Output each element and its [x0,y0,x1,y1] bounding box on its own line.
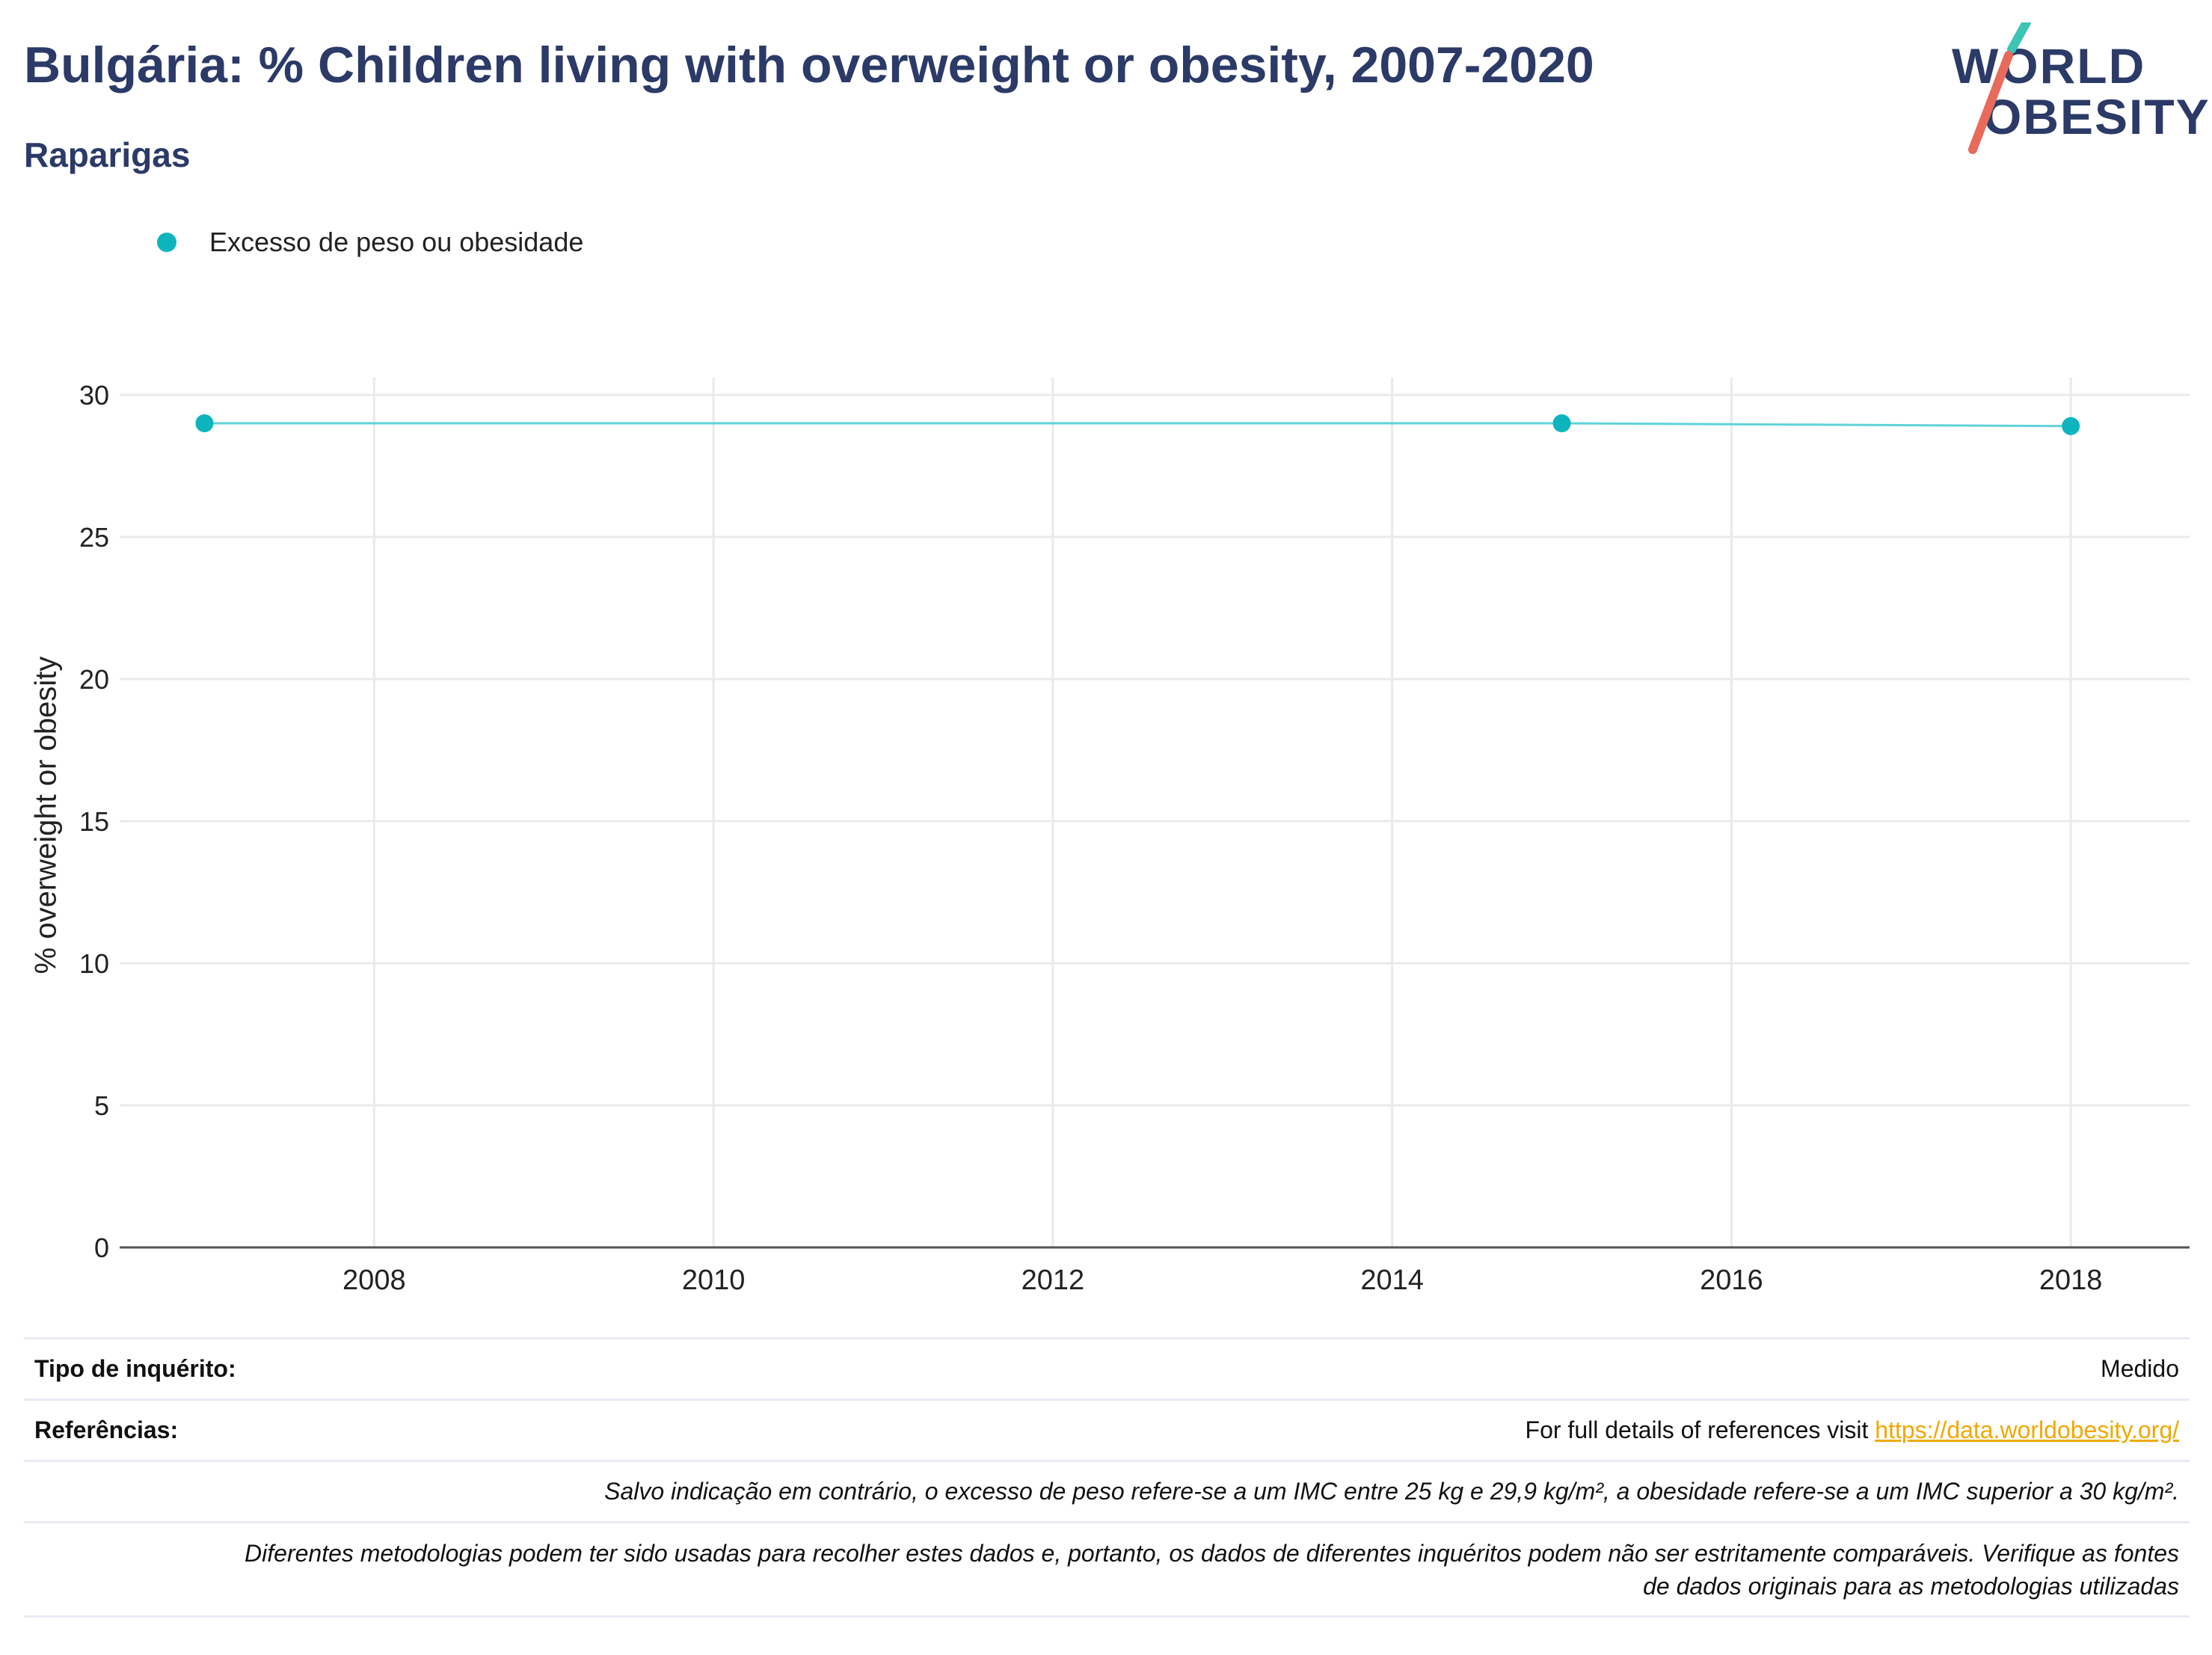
chart-legend[interactable]: Excesso de peso ou obesidade [157,226,583,259]
data-point [195,414,214,432]
x-tick-label: 2014 [1360,1265,1424,1296]
y-tick-label: 10 [79,948,109,979]
y-axis-label: % overweight or obesity [29,656,63,974]
x-tick-label: 2016 [1700,1265,1763,1296]
references-row: Referências: For full details of referen… [24,1398,2190,1460]
bmi-note-row: Salvo indicação em contrário, o excesso … [24,1460,2190,1521]
y-tick-label: 0 [94,1232,109,1263]
legend-marker-icon [157,233,176,252]
methodology-note-line1: Diferentes metodologias podem ter sido u… [245,1539,2179,1567]
y-tick-label: 25 [79,522,109,553]
x-tick-label: 2012 [1021,1265,1085,1296]
data-point [1552,414,1571,432]
methodology-note: Diferentes metodologias podem ter sido u… [245,1537,2179,1603]
world-obesity-logo[interactable]: WORLD OBESITY [1944,22,2209,157]
info-table: Tipo de inquérito: Medido Referências: F… [24,1337,2190,1618]
logo-slash-icon [1968,22,2031,154]
references-value: For full details of references visit htt… [1526,1416,2179,1444]
legend-label: Excesso de peso ou obesidade [209,227,584,257]
survey-type-label: Tipo de inquérito: [34,1355,236,1382]
references-text: For full details of references visit [1525,1416,1869,1443]
x-tick-label: 2008 [342,1265,406,1296]
survey-type-row: Tipo de inquérito: Medido [24,1337,2190,1398]
survey-type-value: Medido [2101,1355,2179,1382]
x-tick-label: 2010 [682,1265,746,1296]
chart-title: Bulgária: % Children living with overwei… [24,37,1594,93]
logo-line2: OBESITY [1983,89,2211,144]
chart-subtitle: Raparigas [24,135,191,174]
references-link[interactable]: https://data.worldobesity.org/ [1875,1416,2179,1443]
bmi-note: Salvo indicação em contrário, o excesso … [604,1478,2179,1505]
y-tick-label: 15 [79,806,109,837]
references-label: Referências: [34,1416,179,1443]
logo-line1: WORLD [1952,38,2146,93]
x-tick-label: 2018 [2039,1265,2103,1296]
y-tick-label: 5 [94,1090,109,1121]
y-tick-label: 30 [79,380,109,411]
methodology-note-row: Diferentes metodologias podem ter sido u… [24,1521,2190,1615]
data-point [2062,417,2080,435]
y-tick-label: 20 [79,664,109,695]
series-line [204,422,2071,428]
line-chart: 0 5 10 15 20 25 30 2008 2010 2012 2014 2016 2018 [79,378,2190,1296]
methodology-note-line2: de dados originais para as metodologias … [1643,1572,2179,1600]
